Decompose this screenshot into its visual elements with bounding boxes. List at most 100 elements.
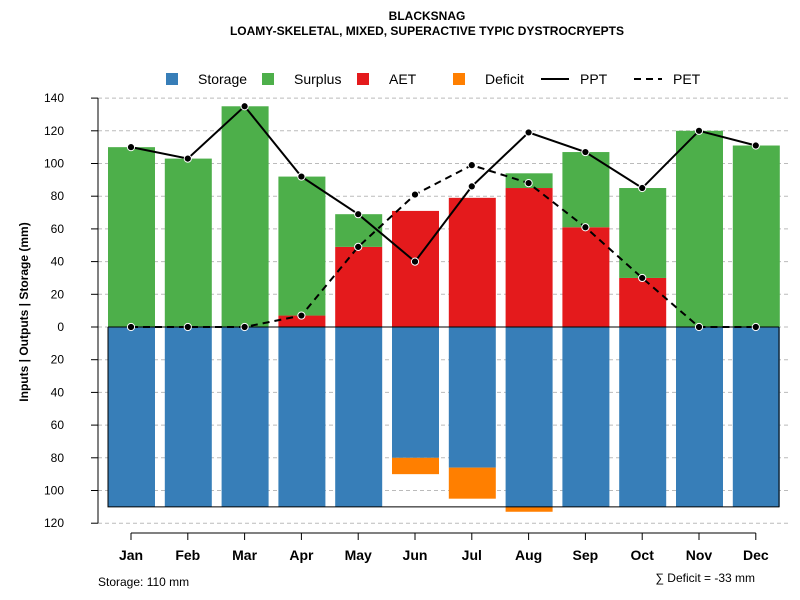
bar-storage [505,327,553,507]
storage-capacity-outline [107,327,780,508]
x-tick-label: Jul [462,547,482,563]
y-axis: 140 120 100 80 60 40 20 0 20 40 60 80 100 120 [44,91,99,530]
bar-deficit [392,457,439,475]
y-tick-label: 120 [44,124,64,138]
x-tick-label: Jan [119,547,143,563]
x-tick-label: Sep [573,547,599,563]
y-tick-label: 80 [51,189,65,203]
y-tick-label: 40 [51,255,65,269]
ppt-point [410,257,420,266]
legend-label-deficit: Deficit [485,71,524,87]
pet-point [467,161,476,170]
bar-surplus [335,214,383,247]
bar-aet [448,197,496,327]
storage-note: Storage: 110 mm [98,575,189,589]
bar-aet [505,188,553,327]
pet-point [410,190,420,199]
pet-point [638,273,647,283]
y-tick-label: 20 [51,287,65,301]
bar-storage [732,327,780,507]
bar-storage [335,327,383,507]
bar-storage [108,327,155,507]
x-axis: Jan Feb Mar Apr May Jun Jul Aug Sep Oct Nov Dec [119,532,769,563]
pet-point [126,322,136,332]
bar-surplus [164,158,212,327]
y-axis-label: Inputs | Outputs | Storage (mm) [17,222,31,401]
pet-point [581,223,590,232]
legend-swatch-aet [357,73,369,85]
chart-subtitle: LOAMY-SKELETAL, MIXED, SUPERACTIVE TYPIC… [230,24,624,38]
ppt-point [751,141,760,150]
bar-surplus [619,188,667,278]
bar-deficit [505,506,553,512]
pet-point [524,179,533,188]
bar-aet [562,227,610,327]
legend-swatch-storage [166,73,178,85]
bar-storage [221,327,269,507]
legend-label-ppt: PPT [580,71,608,87]
bar-surplus [108,147,155,327]
y-tick-label: 0 [57,320,64,334]
y-tick-label: 100 [44,157,64,171]
bar-storage [278,327,326,507]
ppt-point [524,128,533,137]
lines [126,102,760,332]
pet-point [183,322,192,332]
y-tick-label: 80 [51,451,65,465]
ppt-point [297,172,306,181]
bar-aet [619,277,667,327]
bar-surplus [278,176,326,316]
y-tick-label: 20 [51,353,65,367]
bar-deficit [448,467,496,499]
legend-label-surplus: Surplus [294,71,341,87]
pet-point [240,322,249,332]
x-tick-label: May [345,547,372,563]
legend: Storage Surplus AET Deficit PPT PET [166,71,701,87]
x-tick-label: Mar [232,547,257,563]
x-tick-label: Aug [515,547,542,563]
bar-aet [392,210,439,327]
bar-surplus [676,130,723,327]
bar-storage [562,327,610,507]
bar-surplus [732,145,780,327]
y-tick-label: 60 [51,418,65,432]
pet-point [694,322,704,332]
pet-point [354,242,363,251]
bar-storage [448,327,496,468]
bar-surplus [221,106,269,328]
ppt-point [467,182,476,191]
legend-label-aet: AET [389,71,417,87]
legend-label-pet: PET [673,71,701,87]
bar-aet [278,315,326,327]
ppt-point [694,126,704,135]
x-tick-label: Nov [686,547,713,563]
legend-label-storage: Storage [198,71,247,87]
ppt-point [126,143,136,152]
y-tick-label: 120 [44,516,64,530]
pet-point [297,311,306,320]
deficit-note: ∑ Deficit = -33 mm [655,571,755,585]
legend-swatch-surplus [262,73,274,85]
bar-surplus [562,152,610,228]
ppt-point [354,210,363,219]
y-tick-label: 100 [44,484,64,498]
ppt-point [240,102,249,111]
ppt-point [183,154,192,163]
bar-storage [619,327,667,507]
legend-swatch-deficit [453,73,465,85]
x-tick-label: Apr [289,547,314,563]
y-tick-label: 40 [51,385,65,399]
pet-point [751,322,760,332]
bars [107,106,780,512]
ppt-point [638,183,647,193]
ppt-point [581,147,590,157]
x-tick-label: Jun [403,547,428,563]
y-tick-label: 60 [51,222,65,236]
bar-storage [392,327,439,458]
bar-aet [335,246,383,327]
gridlines [98,97,790,524]
y-tick-label: 140 [44,91,64,105]
x-tick-label: Oct [631,547,655,563]
bar-storage [676,327,723,507]
